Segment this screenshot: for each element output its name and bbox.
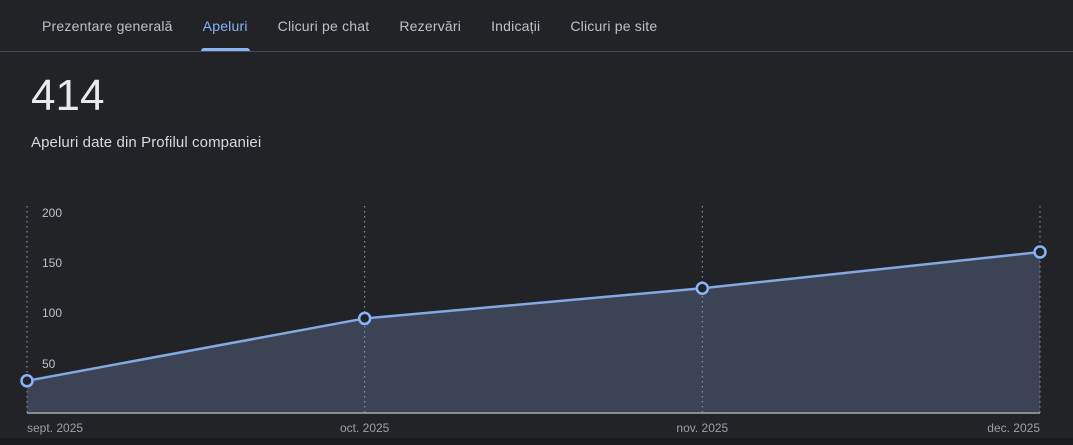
data-point[interactable] [695,281,710,295]
calls-total-value: 414 [31,71,105,120]
x-axis-labels: sept. 2025 oct. 2025 nov. 2025 dec. 2025 [27,421,1040,436]
data-point[interactable] [357,311,372,326]
x-axis-label: oct. 2025 [339,421,390,435]
metric-summary: 414 Apeluri date din Profilul companiei [0,52,1073,152]
calls-area-chart: 50 100 150 200 [20,204,1047,414]
section-divider [0,438,1073,445]
data-point[interactable] [20,374,34,388]
chart-canvas [20,206,1047,414]
x-axis-label: sept. 2025 [27,421,84,435]
x-axis-label: dec. 2025 [987,421,1040,435]
tab-apeluri[interactable]: Apeluri [200,0,250,51]
tab-clicuri-pe-site[interactable]: Clicuri pe site [568,0,659,51]
tab-rezervari[interactable]: Rezervări [397,0,463,51]
series-line [26,250,1041,383]
data-point[interactable] [1033,245,1047,259]
tab-clicuri-pe-chat[interactable]: Clicuri pe chat [276,0,372,51]
metrics-tab-bar: Prezentare generală Apeluri Clicuri pe c… [0,0,1073,52]
tab-indicatii[interactable]: Indicații [489,0,542,51]
calls-total-description: Apeluri date din Profilul companiei [31,134,262,151]
chart-area-fill [27,252,1040,414]
x-axis-label: nov. 2025 [676,421,729,435]
tab-prezentare-generala[interactable]: Prezentare generală [40,0,175,51]
